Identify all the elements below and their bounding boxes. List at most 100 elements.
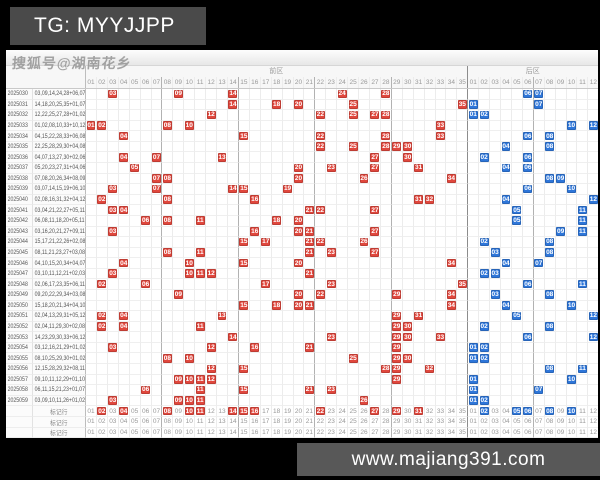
marker-cell[interactable]: 22 [315, 406, 327, 417]
marker-cell[interactable]: 20 [293, 406, 305, 417]
marker-cell[interactable]: 21 [304, 427, 316, 439]
marker-cell[interactable]: 28 [380, 427, 392, 439]
marker-cell[interactable]: 04 [501, 406, 512, 417]
marker-cell[interactable]: 31 [413, 427, 425, 439]
marker-cell[interactable]: 07 [151, 427, 163, 439]
marker-cell[interactable]: 03 [107, 416, 119, 428]
marker-cell[interactable]: 12 [588, 417, 599, 428]
marker-cell[interactable]: 23 [326, 406, 338, 417]
marker-cell[interactable]: 03 [490, 427, 502, 439]
marker-cell[interactable]: 04 [118, 427, 130, 439]
marker-cell[interactable]: 30 [402, 416, 414, 428]
marker-cell[interactable]: 10 [566, 406, 578, 417]
marker-cell[interactable]: 35 [457, 427, 469, 439]
marker-cell[interactable]: 05 [129, 406, 141, 417]
marker-cell[interactable]: 05 [129, 416, 141, 428]
marker-cell[interactable]: 05 [511, 427, 523, 439]
marker-cell[interactable]: 09 [173, 427, 185, 439]
marker-cell[interactable]: 11 [577, 406, 589, 417]
marker-cell[interactable]: 11 [577, 427, 589, 439]
marker-cell[interactable]: 08 [544, 406, 556, 417]
marker-cell[interactable]: 27 [369, 406, 381, 417]
marker-cell[interactable]: 29 [391, 416, 403, 428]
marker-cell[interactable]: 02 [96, 416, 108, 428]
marker-cell[interactable]: 01 [86, 416, 97, 428]
marker-cell[interactable]: 07 [151, 416, 163, 428]
marker-cell[interactable]: 08 [162, 406, 174, 417]
marker-cell[interactable]: 05 [511, 416, 523, 428]
marker-cell[interactable]: 07 [151, 406, 163, 417]
marker-cell[interactable]: 02 [96, 427, 108, 439]
marker-cell[interactable]: 22 [315, 416, 327, 428]
marker-cell[interactable]: 16 [249, 427, 261, 439]
marker-cell[interactable]: 34 [446, 406, 458, 417]
marker-cell[interactable]: 02 [479, 406, 491, 417]
marker-cell[interactable]: 10 [566, 416, 578, 428]
marker-cell[interactable]: 32 [424, 406, 436, 417]
marker-cell[interactable]: 01 [86, 427, 97, 439]
marker-cell[interactable]: 13 [217, 406, 228, 417]
marker-cell[interactable]: 25 [348, 427, 360, 439]
marker-cell[interactable]: 25 [348, 416, 360, 428]
marker-cell[interactable]: 21 [304, 416, 316, 428]
marker-cell[interactable]: 18 [271, 416, 283, 428]
marker-cell[interactable]: 08 [162, 427, 174, 439]
marker-cell[interactable]: 32 [424, 427, 436, 439]
marker-cell[interactable]: 02 [479, 416, 491, 428]
marker-cell[interactable]: 24 [337, 416, 349, 428]
marker-cell[interactable]: 12 [206, 416, 218, 428]
marker-cell[interactable]: 27 [369, 427, 381, 439]
marker-cell[interactable]: 29 [391, 406, 403, 417]
marker-cell[interactable]: 24 [337, 406, 349, 417]
marker-cell[interactable]: 03 [490, 406, 502, 417]
marker-cell[interactable]: 18 [271, 427, 283, 439]
marker-cell[interactable]: 09 [173, 406, 185, 417]
marker-cell[interactable]: 09 [555, 406, 567, 417]
marker-cell[interactable]: 11 [195, 427, 207, 439]
marker-cell[interactable]: 12 [588, 406, 599, 417]
marker-cell[interactable]: 06 [522, 406, 534, 417]
marker-cell[interactable]: 04 [118, 406, 130, 417]
marker-cell[interactable]: 03 [107, 427, 119, 439]
marker-cell[interactable]: 16 [249, 416, 261, 428]
marker-cell[interactable]: 21 [304, 406, 316, 417]
marker-cell[interactable]: 03 [107, 406, 119, 417]
marker-cell[interactable]: 17 [260, 416, 272, 428]
marker-cell[interactable]: 06 [140, 416, 152, 428]
marker-cell[interactable]: 12 [206, 406, 218, 417]
marker-cell[interactable]: 10 [184, 406, 196, 417]
marker-cell[interactable]: 23 [326, 416, 338, 428]
marker-cell[interactable]: 16 [249, 406, 261, 417]
marker-cell[interactable]: 33 [435, 406, 447, 417]
marker-cell[interactable]: 04 [501, 416, 512, 428]
marker-cell[interactable]: 34 [446, 427, 458, 439]
marker-cell[interactable]: 10 [566, 427, 578, 439]
marker-cell[interactable]: 12 [588, 428, 599, 439]
marker-cell[interactable]: 04 [118, 416, 130, 428]
marker-cell[interactable]: 06 [522, 416, 534, 428]
marker-cell[interactable]: 11 [195, 406, 207, 417]
marker-cell[interactable]: 34 [446, 416, 458, 428]
marker-cell[interactable]: 28 [380, 416, 392, 428]
marker-cell[interactable]: 27 [369, 416, 381, 428]
marker-cell[interactable]: 02 [479, 427, 491, 439]
marker-cell[interactable]: 06 [140, 406, 152, 417]
marker-cell[interactable]: 17 [260, 406, 272, 417]
marker-cell[interactable]: 08 [162, 416, 174, 428]
marker-cell[interactable]: 13 [217, 416, 228, 428]
marker-cell[interactable]: 28 [380, 406, 392, 417]
marker-cell[interactable]: 01 [468, 427, 480, 439]
marker-cell[interactable]: 33 [435, 416, 447, 428]
marker-cell[interactable]: 30 [402, 406, 414, 417]
marker-cell[interactable]: 29 [391, 427, 403, 439]
marker-cell[interactable]: 09 [555, 416, 567, 428]
marker-cell[interactable]: 17 [260, 427, 272, 439]
marker-cell[interactable]: 19 [282, 427, 294, 439]
marker-cell[interactable]: 03 [490, 416, 502, 428]
marker-cell[interactable]: 31 [413, 406, 425, 417]
marker-cell[interactable]: 05 [129, 427, 141, 439]
marker-cell[interactable]: 10 [184, 427, 196, 439]
marker-cell[interactable]: 26 [359, 416, 370, 428]
marker-cell[interactable]: 11 [577, 416, 589, 428]
marker-cell[interactable]: 01 [86, 406, 97, 417]
